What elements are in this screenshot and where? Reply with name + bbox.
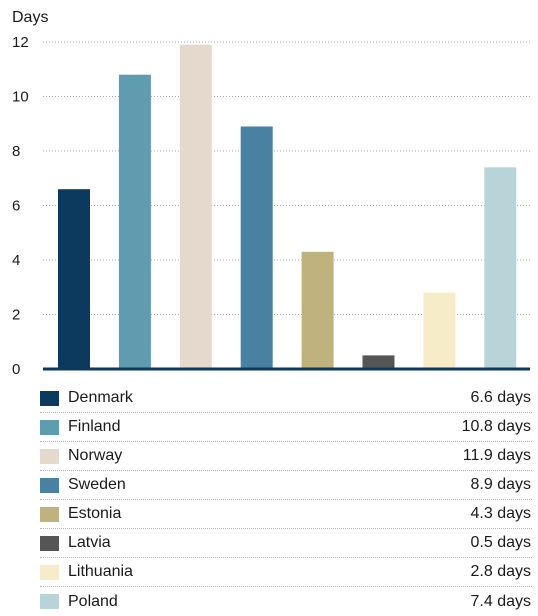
bar-denmark <box>58 189 90 369</box>
bar-norway <box>179 44 212 369</box>
legend-label: Poland <box>68 592 118 610</box>
legend-swatch <box>40 506 59 522</box>
bar-estonia <box>301 251 334 369</box>
legend-value: 6.6 days <box>470 389 531 406</box>
bar-lithuania <box>423 292 456 369</box>
y-tick-label: 0 <box>12 361 20 378</box>
y-tick-label: 2 <box>12 307 20 324</box>
legend-item-sweden: Sweden 8.9 days <box>40 471 532 500</box>
legend-item-estonia: Estonia 4.3 days <box>40 500 532 529</box>
legend-item-norway: Norway 11.9 days <box>40 442 532 471</box>
legend-swatch <box>40 390 59 406</box>
y-tick-label: 4 <box>12 252 20 269</box>
legend-item-denmark: Denmark 6.6 days <box>40 384 532 413</box>
y-tick-label: 8 <box>12 143 20 160</box>
legend-swatch <box>40 419 59 435</box>
bar-sweden <box>240 126 273 369</box>
legend-swatch <box>40 564 59 580</box>
legend-item-latvia: Latvia 0.5 days <box>40 529 532 558</box>
legend-label: Denmark <box>68 389 133 406</box>
legend-value: 10.8 days <box>461 418 531 435</box>
legend-label: Latvia <box>68 534 111 551</box>
y-tick-label: 12 <box>12 34 29 51</box>
legend-label: Lithuania <box>68 563 133 580</box>
legend-value: 0.5 days <box>470 534 531 551</box>
legend-value: 7.4 days <box>470 592 531 610</box>
bar-finland <box>118 74 151 369</box>
legend-label: Finland <box>68 418 121 435</box>
legend-value: 4.3 days <box>470 505 531 522</box>
legend-label: Norway <box>68 447 123 464</box>
legend-swatch <box>40 477 59 493</box>
legend-label: Sweden <box>68 476 126 493</box>
legend-swatch <box>40 535 59 551</box>
legend-item-finland: Finland 10.8 days <box>40 413 532 442</box>
y-tick-label: 10 <box>12 89 29 106</box>
legend-value: 11.9 days <box>462 447 531 464</box>
legend: Denmark 6.6 days Finland 10.8 days Norway 11.… <box>40 384 532 616</box>
legend-value: 8.9 days <box>470 476 531 493</box>
y-tick-label: 6 <box>12 198 20 215</box>
legend-item-poland: Poland 7.4 days <box>40 587 532 616</box>
legend-label: Estonia <box>68 505 122 522</box>
bar-chart: Days 0 2 4 6 8 10 12 <box>12 9 530 378</box>
bar-poland <box>484 167 517 369</box>
legend-item-lithuania: Lithuania 2.8 days <box>40 558 532 587</box>
bars <box>58 44 517 369</box>
legend-value: 2.8 days <box>470 563 531 580</box>
y-tick-labels: 0 2 4 6 8 10 12 <box>12 34 29 378</box>
gridlines <box>43 41 530 315</box>
bar-latvia <box>362 355 395 369</box>
legend-swatch <box>40 594 59 609</box>
legend-swatch <box>40 448 59 464</box>
y-axis-label: Days <box>12 9 48 26</box>
